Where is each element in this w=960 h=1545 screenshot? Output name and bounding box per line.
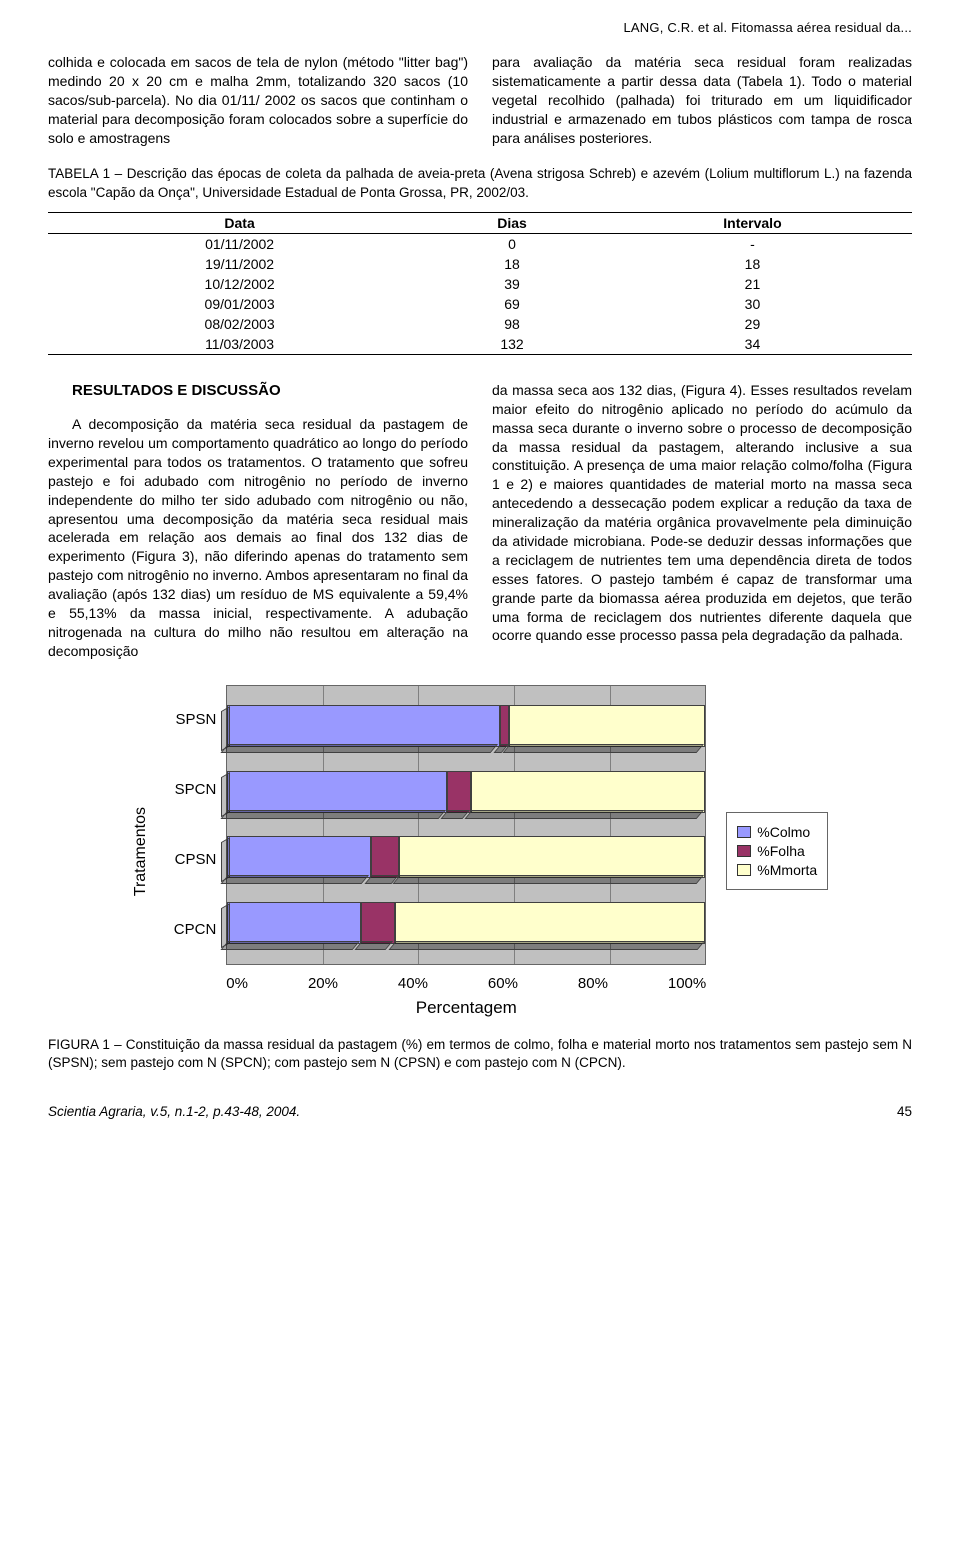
legend-row: %Colmo: [737, 824, 817, 840]
footer-page-number: 45: [897, 1104, 912, 1119]
table-cell: 29: [593, 314, 912, 334]
figure1-caption-text: Constituição da massa residual da pastag…: [48, 1037, 912, 1070]
table1: Data Dias Intervalo 01/11/20020-19/11/20…: [48, 212, 912, 355]
intro-two-column: colhida e colocada em sacos de tela de n…: [48, 53, 912, 147]
chart-bar-row: [227, 771, 705, 813]
chart-y-category-label: SPSN: [174, 711, 217, 728]
section-title-results: RESULTADOS E DISCUSSÃO: [48, 381, 468, 401]
table-cell: 09/01/2003: [48, 294, 431, 314]
chart-x-axis-label: Percentagem: [226, 998, 706, 1018]
results-two-column: RESULTADOS E DISCUSSÃO A decomposição da…: [48, 381, 912, 661]
chart-y-category-label: SPCN: [174, 781, 217, 798]
chart-bar-row: [227, 705, 705, 747]
table-cell: 0: [431, 233, 593, 254]
table-cell: 11/03/2003: [48, 334, 431, 355]
table-cell: -: [593, 233, 912, 254]
table1-col-dias: Dias: [431, 212, 593, 233]
chart-x-tick-label: 0%: [226, 975, 248, 992]
chart-bar-row: [227, 902, 705, 944]
footer-journal-ref: Scientia Agraria, v.5, n.1-2, p.43-48, 2…: [48, 1104, 300, 1119]
chart-bar-segment: [509, 705, 705, 747]
legend-label: %Colmo: [757, 824, 810, 840]
intro-left-column: colhida e colocada em sacos de tela de n…: [48, 53, 468, 147]
table-cell: 10/12/2002: [48, 274, 431, 294]
table-cell: 30: [593, 294, 912, 314]
chart-x-tick-label: 60%: [488, 975, 518, 992]
table-row: 08/02/20039829: [48, 314, 912, 334]
table-cell: 34: [593, 334, 912, 355]
chart-bar-segment: [227, 705, 499, 747]
table1-header-row: Data Dias Intervalo: [48, 212, 912, 233]
chart-y-category-label: CPSN: [174, 851, 217, 868]
legend-label: %Folha: [757, 843, 804, 859]
chart-bar-segment: [227, 836, 370, 878]
table-cell: 01/11/2002: [48, 233, 431, 254]
table-cell: 39: [431, 274, 593, 294]
intro-right-column: para avaliação da matéria seca residual …: [492, 53, 912, 147]
chart-bar-row: [227, 836, 705, 878]
table1-body: 01/11/20020-19/11/2002181810/12/20023921…: [48, 233, 912, 354]
chart-x-axis-ticks: 0% 20% 40% 60% 80% 100%: [226, 965, 706, 992]
results-left-para: A decomposição da matéria seca residual …: [48, 415, 468, 661]
chart-y-categories: SPSN SPCN CPSN CPCN: [174, 685, 227, 965]
table1-col-intervalo: Intervalo: [593, 212, 912, 233]
chart-bar-segment: [447, 771, 471, 813]
legend-label: %Mmorta: [757, 862, 817, 878]
chart-y-category-label: CPCN: [174, 921, 217, 938]
running-head: LANG, C.R. et al. Fitomassa aérea residu…: [48, 20, 912, 35]
legend-swatch: [737, 864, 751, 876]
results-right-column: da massa seca aos 132 dias, (Figura 4). …: [492, 381, 912, 661]
table-row: 10/12/20023921: [48, 274, 912, 294]
results-right-para: da massa seca aos 132 dias, (Figura 4). …: [492, 381, 912, 645]
table1-col-data: Data: [48, 212, 431, 233]
table-row: 09/01/20036930: [48, 294, 912, 314]
chart-bars-container: [227, 686, 705, 964]
chart-x-tick-label: 80%: [578, 975, 608, 992]
results-left-column: RESULTADOS E DISCUSSÃO A decomposição da…: [48, 381, 468, 661]
table1-caption-text: Descrição das épocas de coleta da palhad…: [48, 166, 912, 199]
chart-bar-segment: [227, 902, 361, 944]
chart-y-axis-label: Tratamentos: [132, 807, 150, 896]
table-row: 01/11/20020-: [48, 233, 912, 254]
table-cell: 132: [431, 334, 593, 355]
figure1-chart: Tratamentos SPSN SPCN CPSN CPCN 0% 20% 40% 60%…: [48, 685, 912, 1018]
chart-bar-segment: [399, 836, 705, 878]
chart-body: SPSN SPCN CPSN CPCN: [174, 685, 707, 965]
table-cell: 98: [431, 314, 593, 334]
table-cell: 69: [431, 294, 593, 314]
chart-bar-segment: [227, 771, 447, 813]
chart-plot-area: [226, 685, 706, 965]
chart-bar-segment: [395, 902, 706, 944]
chart-bar-segment: [361, 902, 394, 944]
legend-row: %Folha: [737, 843, 817, 859]
chart-legend: %Colmo %Folha %Mmorta: [726, 812, 828, 890]
table-cell: 18: [593, 254, 912, 274]
chart-bar-segment: [371, 836, 400, 878]
table-row: 19/11/20021818: [48, 254, 912, 274]
chart-core: SPSN SPCN CPSN CPCN 0% 20% 40% 60% 80% 100% Perc…: [174, 685, 707, 1018]
chart-x-tick-label: 20%: [308, 975, 338, 992]
legend-swatch: [737, 845, 751, 857]
legend-row: %Mmorta: [737, 862, 817, 878]
chart-x-tick-label: 40%: [398, 975, 428, 992]
figure1-caption-prefix: FIGURA 1 –: [48, 1037, 126, 1052]
chart-bar-segment: [500, 705, 510, 747]
table1-caption-prefix: TABELA 1 –: [48, 166, 127, 181]
table1-caption: TABELA 1 – Descrição das épocas de colet…: [48, 165, 912, 201]
table-cell: 18: [431, 254, 593, 274]
table-cell: 21: [593, 274, 912, 294]
legend-swatch: [737, 826, 751, 838]
page-footer: Scientia Agraria, v.5, n.1-2, p.43-48, 2…: [48, 1104, 912, 1119]
figure1-caption: FIGURA 1 – Constituição da massa residua…: [48, 1036, 912, 1072]
chart-bar-segment: [471, 771, 705, 813]
chart-x-tick-label: 100%: [668, 975, 706, 992]
table-cell: 19/11/2002: [48, 254, 431, 274]
table-row: 11/03/200313234: [48, 334, 912, 355]
table-cell: 08/02/2003: [48, 314, 431, 334]
